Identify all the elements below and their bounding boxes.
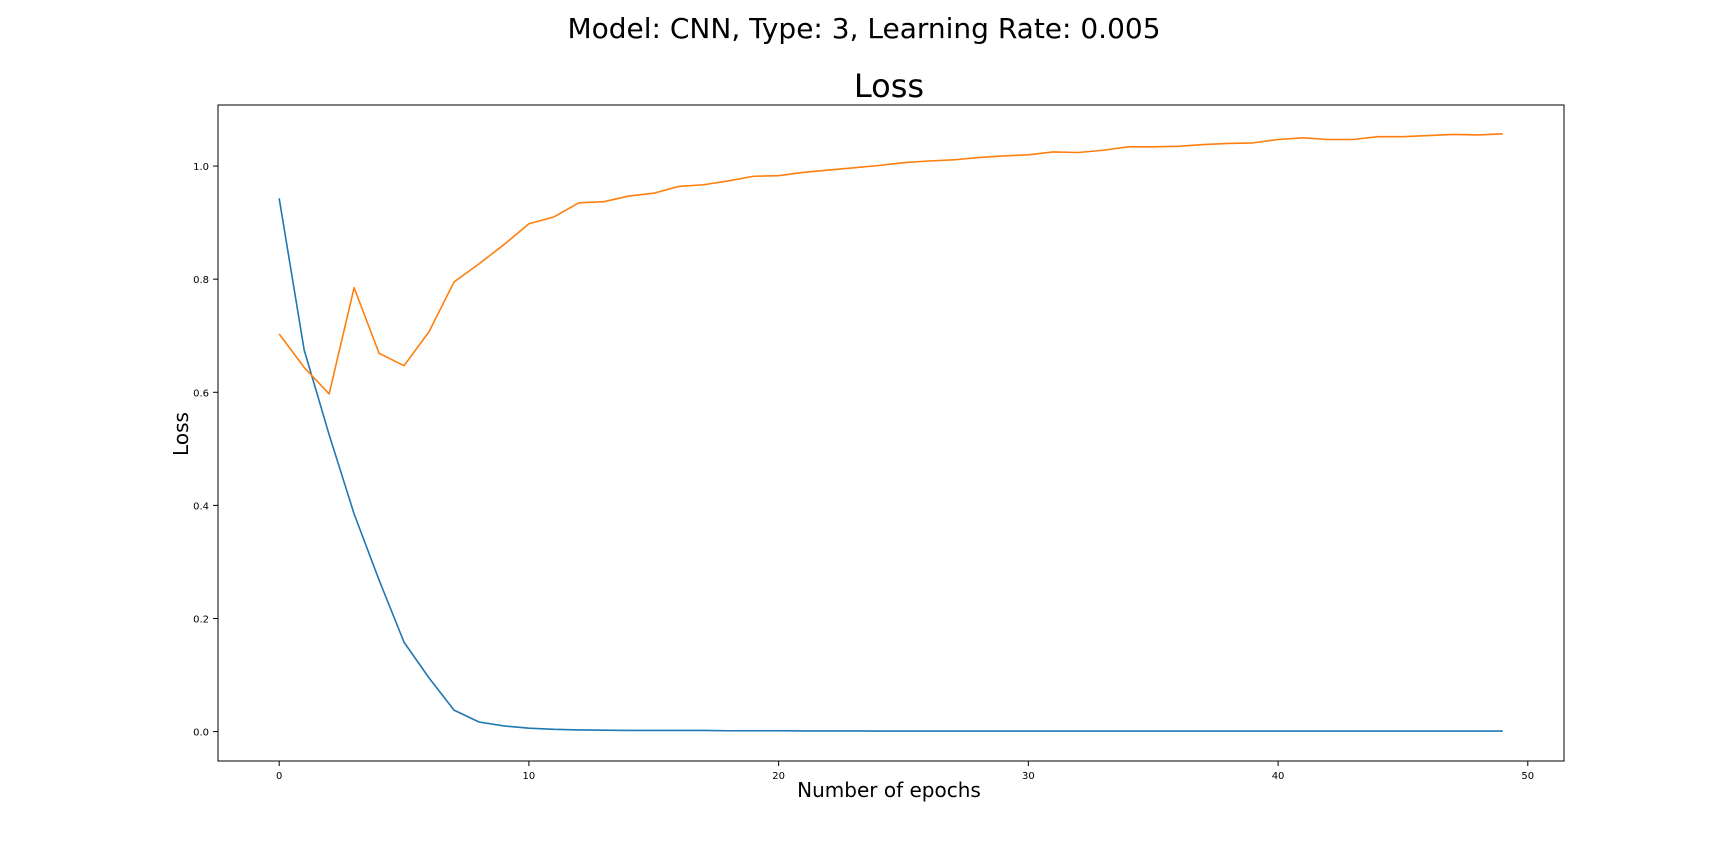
series-line-2 xyxy=(278,133,1503,395)
y-axis-label: Loss xyxy=(169,412,193,456)
y-tick-label: 0.8 xyxy=(193,275,209,286)
x-axis: 0 10 20 30 40 50 xyxy=(276,761,1534,782)
y-tick-label: 0.0 xyxy=(193,728,209,739)
plot-area: 0 10 20 30 40 50 0.0 0.2 0.4 0.6 0.8 1.0 xyxy=(193,104,1565,782)
y-tick-label: 1.0 xyxy=(193,162,209,173)
x-tick-label: 0 xyxy=(276,771,282,782)
x-tick-label: 30 xyxy=(1022,771,1035,782)
chart-title: Loss xyxy=(854,67,924,105)
x-tick-label: 50 xyxy=(1521,771,1534,782)
series-group xyxy=(278,133,1503,732)
y-axis: 0.0 0.2 0.4 0.6 0.8 1.0 xyxy=(193,162,218,739)
x-tick-label: 10 xyxy=(523,771,536,782)
figure-suptitle: Model: CNN, Type: 3, Learning Rate: 0.00… xyxy=(567,12,1160,45)
x-tick-label: 20 xyxy=(772,771,785,782)
x-tick-label: 40 xyxy=(1272,771,1285,782)
series-line-1 xyxy=(278,198,1503,732)
x-axis-label: Number of epochs xyxy=(797,778,981,802)
y-tick-label: 0.6 xyxy=(193,388,209,399)
y-tick-label: 0.2 xyxy=(193,614,209,625)
y-tick-label: 0.4 xyxy=(193,501,209,512)
axes-frame xyxy=(217,104,1565,762)
